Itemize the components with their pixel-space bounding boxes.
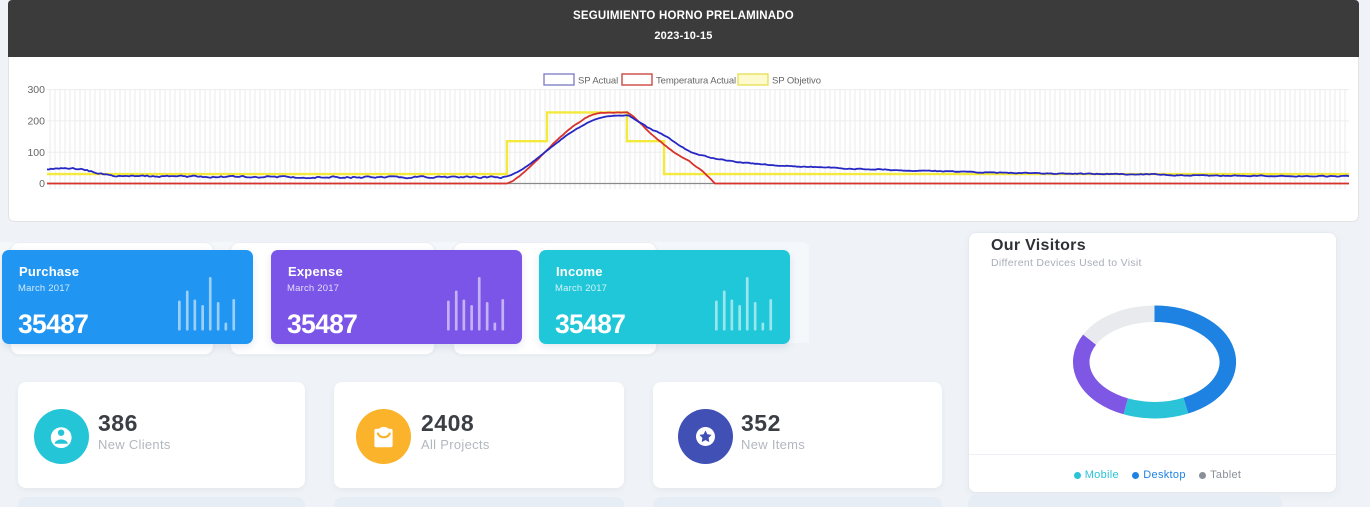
svg-text:100: 100 [27,147,45,159]
svg-text:200: 200 [27,116,45,128]
svg-text:Temperatura Actual: Temperatura Actual [656,76,736,87]
svg-text:SP Objetivo: SP Objetivo [772,76,821,87]
svg-text:0: 0 [39,178,45,190]
svg-text:300: 300 [27,84,45,96]
svg-text:SP Actual: SP Actual [578,76,618,87]
